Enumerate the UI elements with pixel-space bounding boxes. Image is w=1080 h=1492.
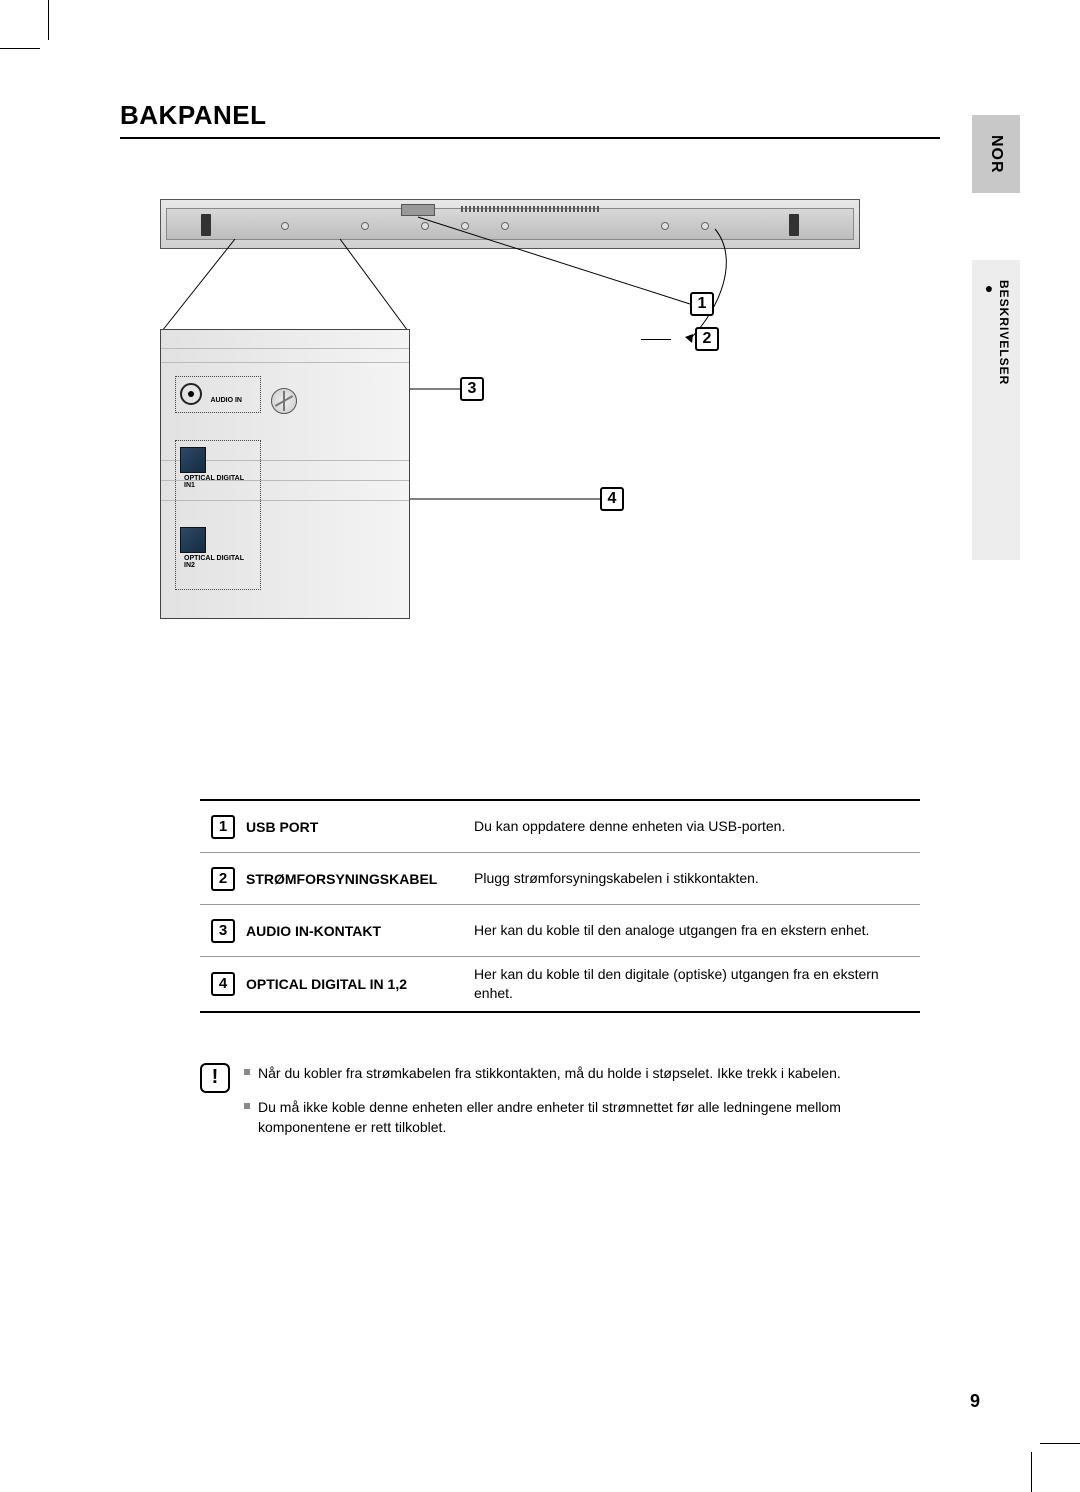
table-row: 3 AUDIO IN-KONTAKT Her kan du koble til … (200, 905, 920, 957)
optical1-label: OPTICAL DIGITAL IN1 (184, 475, 256, 489)
port-name: OPTICAL DIGITAL IN 1,2 (246, 976, 474, 992)
optical2-label: OPTICAL DIGITAL IN2 (184, 555, 256, 569)
port-desc: Her kan du koble til den digitale (optis… (474, 965, 920, 1003)
table-row: 1 USB PORT Du kan oppdatere denne enhete… (200, 801, 920, 853)
port-detail-inset: AUDIO IN OPTICAL DIGITAL IN1 OPTICAL DIG… (160, 329, 410, 619)
note-item: Når du kobler fra strømkabelen fra stikk… (244, 1063, 920, 1083)
audio-in-port: AUDIO IN (175, 376, 261, 413)
crop-mark (1031, 1452, 1032, 1492)
fan-icon (271, 388, 297, 414)
section-label: BESKRIVELSER (997, 280, 1011, 385)
page-number: 9 (970, 1391, 980, 1412)
port-desc: Plugg strømforsyningskabelen i stikkonta… (474, 869, 920, 888)
ports-table: 1 USB PORT Du kan oppdatere denne enhete… (200, 799, 920, 1013)
callout-2: 2 (695, 327, 719, 351)
port-name: USB PORT (246, 819, 474, 835)
port-name: AUDIO IN-KONTAKT (246, 923, 474, 939)
crop-mark (1040, 1443, 1080, 1444)
rear-panel-diagram: AUDIO IN OPTICAL DIGITAL IN1 OPTICAL DIG… (160, 199, 860, 629)
crop-mark (0, 48, 40, 49)
table-row: 4 OPTICAL DIGITAL IN 1,2 Her kan du kobl… (200, 957, 920, 1011)
note-item: Du må ikke koble denne enheten eller and… (244, 1097, 920, 1138)
callout-3: 3 (460, 377, 484, 401)
port-name: STRØMFORSYNINGSKABEL (246, 871, 474, 887)
table-row: 2 STRØMFORSYNINGSKABEL Plugg strømforsyn… (200, 853, 920, 905)
optical-ports: OPTICAL DIGITAL IN1 OPTICAL DIGITAL IN2 (175, 440, 261, 590)
crop-mark (48, 0, 49, 40)
callout-4: 4 (600, 487, 624, 511)
caution-notes: ! Når du kobler fra strømkabelen fra sti… (200, 1063, 920, 1152)
caution-icon: ! (200, 1063, 230, 1093)
language-tab: NOR (972, 115, 1020, 193)
audio-in-label: AUDIO IN (210, 397, 242, 404)
callout-1: 1 (690, 292, 714, 316)
page-title: BAKPANEL (120, 100, 940, 139)
port-desc: Du kan oppdatere denne enheten via USB-p… (474, 817, 920, 836)
section-tab: ● BESKRIVELSER (972, 260, 1020, 560)
port-desc: Her kan du koble til den analoge utgange… (474, 921, 920, 940)
language-label: NOR (987, 135, 1005, 174)
